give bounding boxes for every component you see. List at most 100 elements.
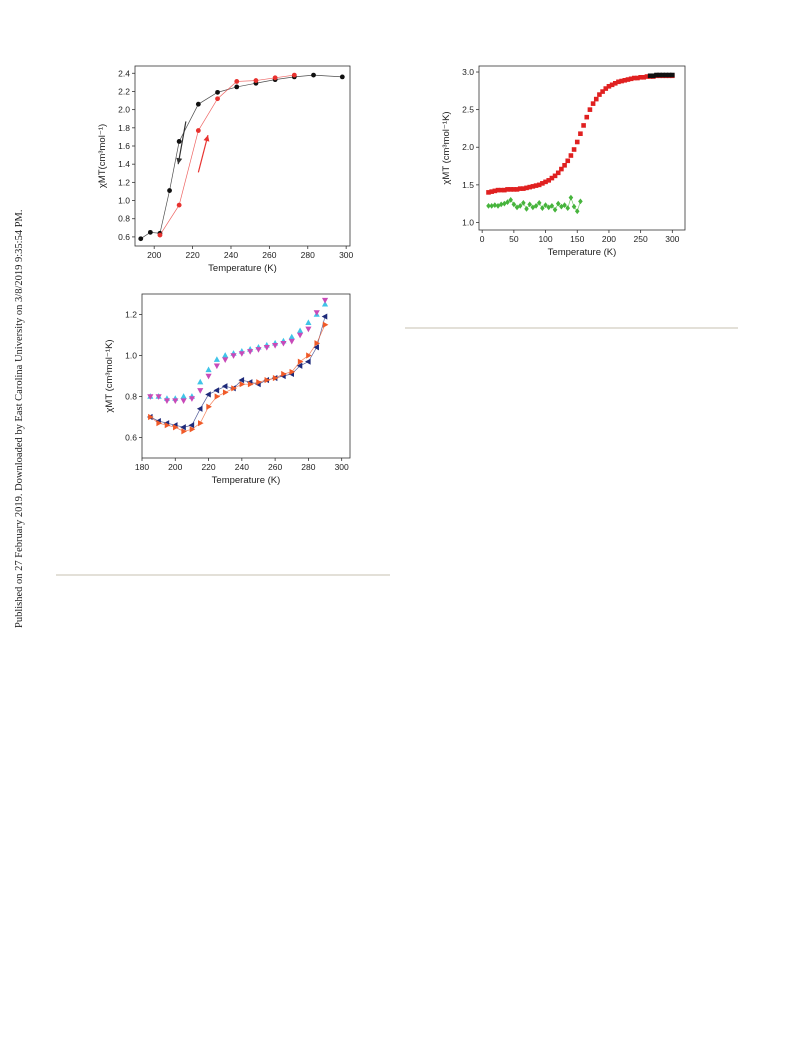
data-point: [568, 194, 574, 201]
y-axis-title: χMT (cm³mol⁻¹K): [104, 339, 115, 412]
data-point: [511, 201, 517, 208]
y-tick-label: 0.8: [118, 214, 130, 224]
data-point: [222, 352, 229, 358]
data-point: [222, 357, 229, 363]
data-point: [263, 345, 270, 351]
data-point: [306, 352, 312, 359]
data-point: [188, 396, 195, 402]
chart-chimt-multi-series: 180 200 220 240 260 280 300 0.6 0.8 1.0 1.2 Tempera…: [104, 293, 351, 486]
data-point: [565, 205, 571, 212]
plot-frame: [141, 293, 351, 459]
data-point: [247, 349, 254, 355]
x-tick-label: 150: [570, 234, 584, 244]
data-point: [181, 428, 187, 435]
y-axis-title: χMT(cm³mol⁻¹): [97, 124, 108, 188]
data-point: [180, 393, 187, 399]
data-point: [188, 422, 195, 429]
data-point: [195, 128, 201, 133]
data-point: [313, 310, 320, 316]
data-point: [180, 424, 186, 431]
data-point: [195, 101, 201, 107]
x-tick-label: 240: [235, 462, 249, 472]
data-point: [155, 394, 162, 400]
trend-arrow-head: [176, 157, 183, 165]
data-point: [205, 366, 212, 373]
data-point: [540, 205, 545, 212]
data-point: [568, 153, 574, 158]
y-tick-label: 2.5: [462, 105, 474, 115]
data-point: [138, 236, 144, 242]
data-point: [587, 107, 593, 112]
data-point: [230, 353, 237, 359]
y-tick-label: 2.4: [118, 68, 130, 78]
data-point: [562, 163, 567, 168]
data-point: [314, 340, 321, 347]
data-point: [291, 72, 297, 78]
data-point: [157, 232, 163, 238]
data-point: [197, 388, 204, 394]
data-point: [521, 200, 526, 206]
data-point: [297, 332, 304, 339]
data-point: [289, 368, 296, 375]
x-axis-title: Temperature (K): [208, 263, 277, 274]
data-point: [581, 123, 586, 128]
trend-arrow: [177, 121, 187, 165]
y-tick-label: 0.6: [125, 433, 137, 443]
data-point: [255, 347, 262, 353]
data-point: [214, 393, 221, 400]
data-point: [593, 96, 599, 102]
data-point: [272, 343, 279, 349]
data-point: [559, 203, 564, 210]
y-tick-label: 2.0: [462, 142, 474, 152]
data-point: [281, 370, 287, 378]
data-point: [176, 139, 182, 144]
y-axis-title: χMT (cm³mol⁻¹K): [441, 111, 452, 184]
chart-chimt-full-range: 0 50 100 150 200 250 300 1.0 1.5 2.0 2.5 3.0 Tempera…: [441, 65, 686, 258]
x-tick-label: 250: [634, 234, 648, 244]
data-point: [213, 356, 220, 362]
data-point: [173, 424, 179, 431]
data-point: [238, 351, 245, 357]
data-point: [222, 389, 229, 396]
data-point: [164, 422, 171, 429]
plot-frame: [134, 65, 351, 247]
data-point: [555, 200, 561, 207]
x-tick-label: 260: [268, 462, 282, 472]
chart-hysteresis: 200 220 240 260 280 300 0.6 0.8 1.0 1.2 1.4 1.6 1.8 2…: [97, 65, 354, 274]
data-point: [234, 79, 240, 84]
data-point: [205, 373, 212, 380]
y-tick-label: 1.8: [118, 123, 130, 133]
data-point: [264, 377, 271, 384]
data-point: [172, 398, 179, 404]
data-point: [156, 420, 162, 427]
data-point: [221, 383, 228, 390]
x-tick-label: 200: [147, 250, 161, 260]
data-point: [552, 206, 558, 213]
data-point: [486, 203, 491, 209]
y-tick-label: 1.0: [462, 217, 474, 227]
y-tick-label: 3.0: [462, 67, 474, 77]
x-tick-label: 200: [168, 462, 182, 472]
data-point: [147, 229, 153, 235]
data-point: [180, 398, 187, 404]
data-point: [288, 333, 295, 340]
data-point: [530, 204, 536, 211]
data-point: [574, 208, 580, 215]
series-line: [150, 316, 326, 428]
data-point: [305, 358, 311, 365]
trend-arrow-head: [203, 135, 210, 142]
data-point: [176, 202, 182, 208]
y-tick-label: 1.6: [118, 141, 130, 151]
data-point: [253, 78, 259, 83]
data-point: [148, 413, 154, 421]
series-line: [140, 74, 343, 240]
y-tick-label: 1.0: [118, 196, 130, 206]
data-point: [562, 202, 567, 209]
data-point: [272, 374, 279, 382]
data-point: [505, 199, 510, 206]
x-tick-label: 280: [301, 250, 315, 260]
data-point: [215, 89, 220, 95]
data-point: [205, 391, 211, 398]
x-tick-label: 0: [480, 234, 485, 244]
x-tick-label: 260: [262, 250, 276, 260]
